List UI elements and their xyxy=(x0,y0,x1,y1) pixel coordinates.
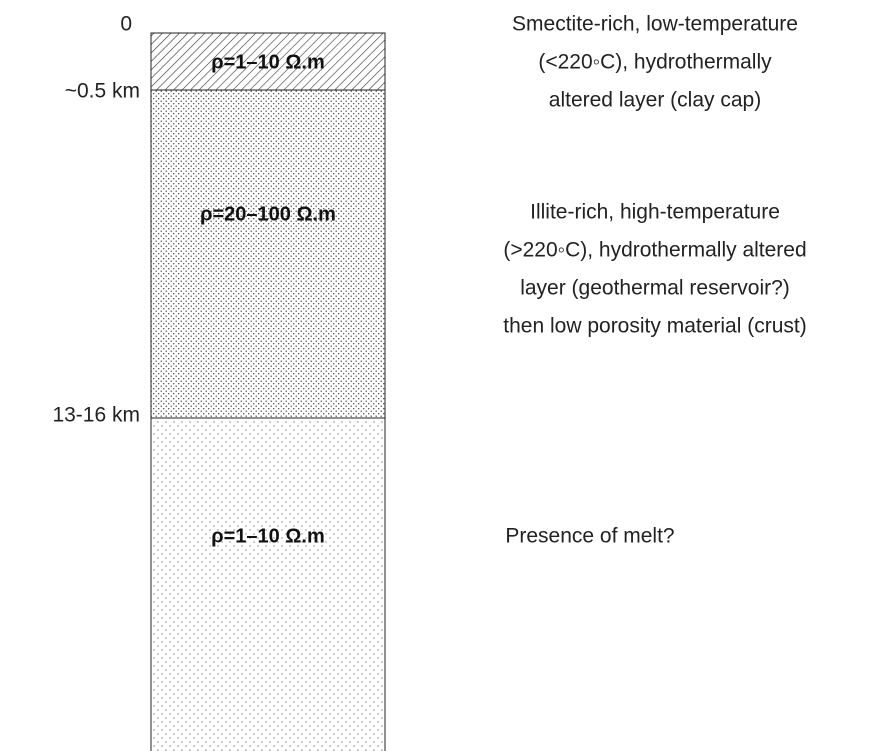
depth-label: 0 xyxy=(120,13,132,36)
resistivity-label: ρ=1–10 Ω.m xyxy=(211,51,324,73)
depth-label: 13-16 km xyxy=(52,404,140,427)
layer-description: Smectite-rich, low-temperature xyxy=(512,13,798,36)
resistivity-label: ρ=1–10 Ω.m xyxy=(211,525,324,547)
layer-description: layer (geothermal reservoir?) xyxy=(520,277,790,300)
layer-description: Illite-rich, high-temperature xyxy=(530,201,780,224)
layer-description: altered layer (clay cap) xyxy=(549,89,761,112)
layer-description: (<220◦C), hydrothermally xyxy=(538,51,772,74)
resistivity-label: ρ=20–100 Ω.m xyxy=(200,203,336,225)
layer-description: then low porosity material (crust) xyxy=(503,315,806,338)
layer-clay-cap xyxy=(150,32,386,91)
layer-description: (>220◦C), hydrothermally altered xyxy=(503,239,806,262)
layer-melt xyxy=(150,417,386,751)
layer-description: Presence of melt? xyxy=(505,525,674,548)
depth-label: ~0.5 km xyxy=(65,80,140,103)
layer-reservoir xyxy=(150,89,386,419)
